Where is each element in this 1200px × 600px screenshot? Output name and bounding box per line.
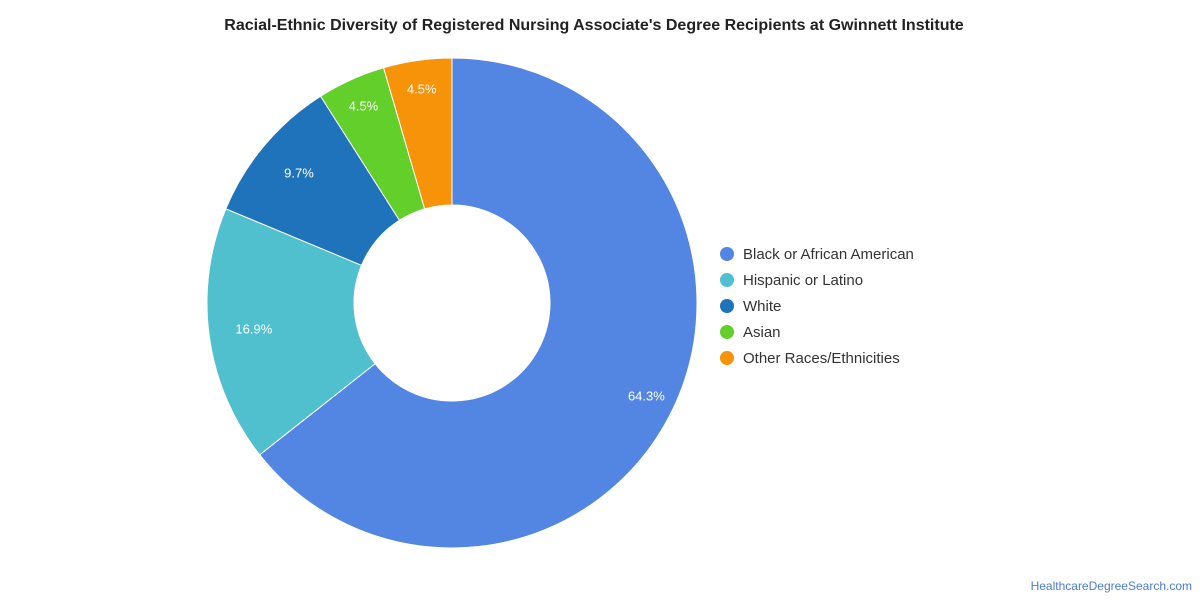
legend-label: Hispanic or Latino — [743, 271, 864, 289]
slice-other-races-ethnicities[interactable] — [382, 57, 453, 210]
chart-title: Racial-Ethnic Diversity of Registered Nu… — [224, 17, 964, 34]
legend: Black or African American Hispanic or Lat… — [720, 241, 914, 371]
legend-label: White — [743, 297, 782, 315]
legend-item-other-races-ethnicities[interactable]: Other Races/Ethnicities — [720, 345, 914, 371]
donut-slice-labels: 64.3% 16.9% 9.7% 4.5% 4.5% — [235, 82, 665, 404]
legend-swatch-icon — [720, 299, 734, 313]
slice-label-hispanic-or-latino: 16.9% — [235, 322, 272, 337]
legend-label: Asian — [743, 323, 781, 341]
slice-black-or-african-american[interactable] — [258, 57, 698, 549]
legend-item-black-or-african-american[interactable]: Black or African American — [720, 241, 914, 267]
legend-item-asian[interactable]: Asian — [720, 319, 914, 345]
legend-swatch-icon — [720, 325, 734, 339]
legend-swatch-icon — [720, 273, 734, 287]
legend-label: Black or African American — [743, 245, 914, 263]
slice-label-black-or-african-american: 64.3% — [628, 389, 665, 404]
slice-label-other-races-ethnicities: 4.5% — [407, 82, 437, 97]
slice-label-asian: 4.5% — [349, 99, 379, 114]
slice-hispanic-or-latino[interactable] — [206, 208, 376, 456]
legend-swatch-icon — [720, 351, 734, 365]
source-link[interactable]: HealthcareDegreeSearch.com — [1030, 579, 1192, 593]
legend-label: Other Races/Ethnicities — [743, 349, 900, 367]
slice-label-white: 9.7% — [284, 166, 314, 181]
legend-swatch-icon — [720, 247, 734, 261]
legend-item-hispanic-or-latino[interactable]: Hispanic or Latino — [720, 267, 914, 293]
donut-slices — [206, 57, 698, 549]
legend-item-white[interactable]: White — [720, 293, 914, 319]
